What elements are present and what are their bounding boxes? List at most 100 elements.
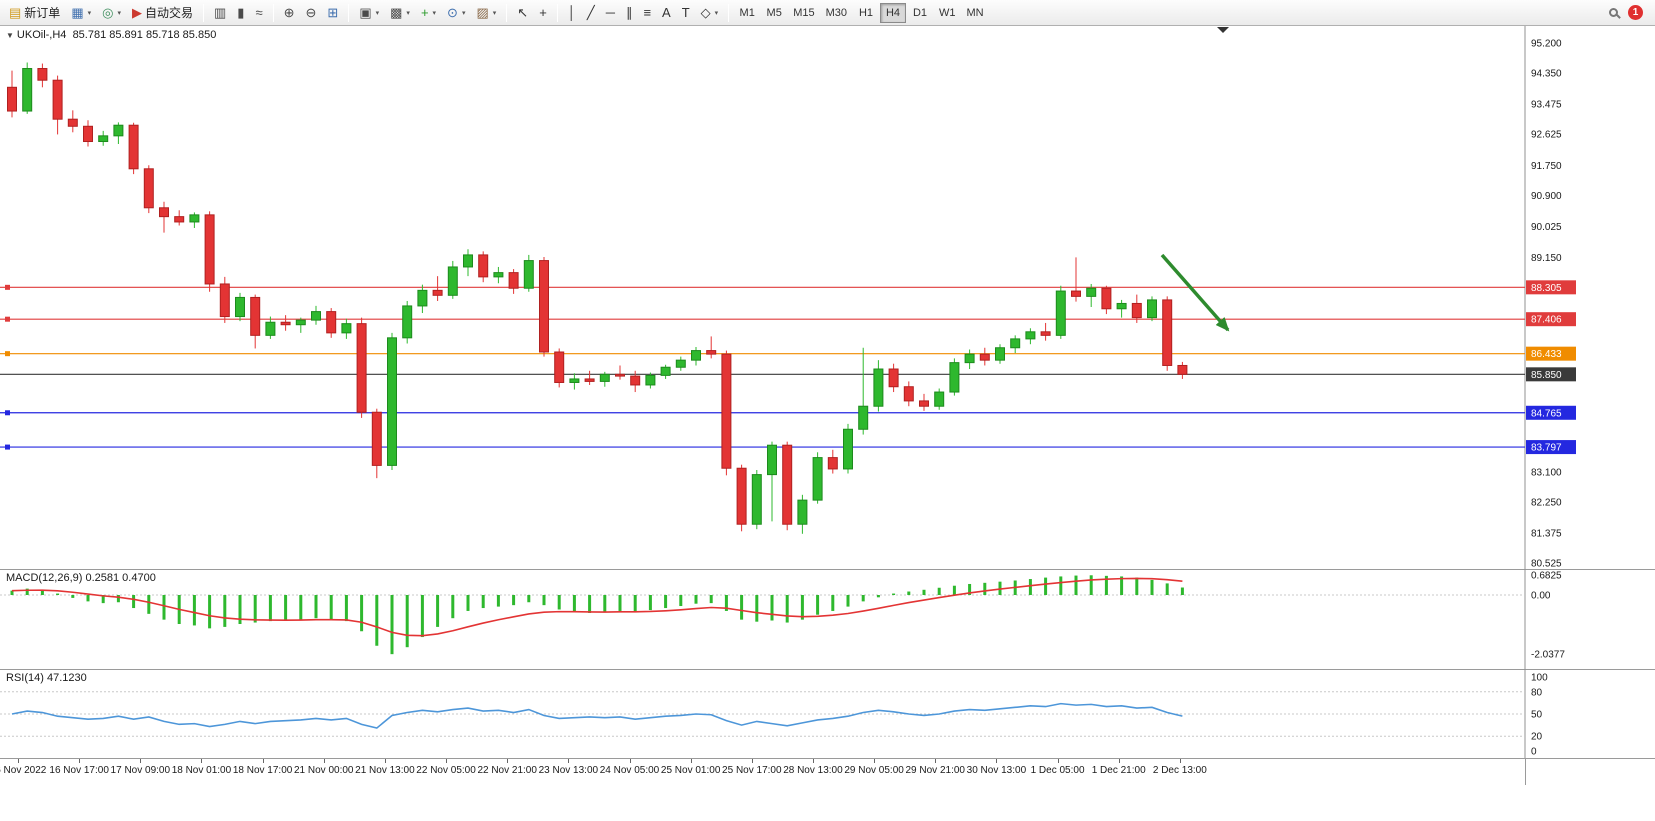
scroll-marker-icon[interactable]	[1217, 27, 1229, 33]
chevron-down-icon: ▾	[714, 9, 719, 17]
periods-button[interactable]: ⊙ ▾	[442, 2, 470, 24]
timeframe-h4[interactable]: H4	[880, 2, 906, 23]
time-tick	[201, 759, 203, 763]
time-tick	[629, 759, 631, 763]
zoom-in-button[interactable]: ⊕	[279, 2, 300, 24]
tile-windows-button[interactable]: ⊞	[322, 2, 343, 24]
trendline-icon: ╱	[586, 5, 595, 20]
equidistant-channel-button[interactable]: ∥	[621, 2, 638, 24]
svg-text:80: 80	[1531, 687, 1543, 698]
time-label: 22 Nov 05:00	[416, 765, 476, 776]
zoom-out-button[interactable]: ⊖	[301, 2, 322, 24]
horizontal-line-icon: ─	[605, 5, 615, 20]
rsi-value: 47.1230	[46, 672, 87, 684]
ohlc-values: 85.781 85.891 85.718 85.850	[72, 29, 217, 41]
time-tick	[446, 759, 448, 763]
collapse-chart-icon[interactable]: ▼	[6, 31, 14, 40]
trendline-button[interactable]: ╱	[582, 2, 600, 24]
new-order-icon: ▤	[9, 5, 22, 20]
time-label: 16 Nov 2022	[0, 765, 47, 776]
vertical-line-icon: │	[567, 5, 576, 20]
label-icon: T	[681, 5, 690, 20]
time-label: 29 Nov 21:00	[905, 765, 966, 776]
timeframe-m30[interactable]: M30	[821, 3, 852, 23]
search-icon[interactable]	[1609, 8, 1618, 17]
timeframe-mn[interactable]: MN	[962, 3, 989, 23]
chevron-down-icon: ▾	[492, 9, 497, 17]
horizontal-line-button[interactable]: ─	[601, 2, 620, 24]
templates-button[interactable]: ▨ ▾	[471, 2, 501, 24]
chart-windows-icon: ▦	[71, 5, 84, 20]
svg-text:90.025: 90.025	[1531, 222, 1562, 233]
time-label: 1 Dec 05:00	[1030, 765, 1085, 776]
time-label: 18 Nov 01:00	[171, 765, 232, 776]
svg-text:0.00: 0.00	[1531, 591, 1551, 602]
new-order-button-label: 新订单	[24, 6, 61, 20]
line-chart-type-button[interactable]: ≈	[250, 2, 267, 24]
time-tick	[996, 759, 998, 763]
svg-text:86.433: 86.433	[1531, 349, 1562, 360]
zoom-in-icon: ⊕	[283, 5, 295, 20]
time-tick	[323, 759, 325, 763]
time-label: 29 Nov 05:00	[844, 765, 904, 776]
notification-badge[interactable]: 1	[1628, 5, 1643, 20]
svg-text:0: 0	[1531, 747, 1537, 758]
timeframe-h1[interactable]: H1	[853, 3, 879, 23]
price-axis-ticks: 95.200 94.350 93.475 92.625 91.750 90.900 90.0…	[1531, 39, 1562, 570]
chart-windows-button[interactable]: ▦ ▾	[66, 2, 96, 24]
indicators-button[interactable]: + ▾	[416, 2, 441, 24]
autotrading-button[interactable]: ▶ 自动交易	[127, 2, 198, 24]
macd-panel[interactable]: 0.6825 0.00 -2.0377	[0, 569, 1655, 669]
svg-text:20: 20	[1531, 732, 1543, 743]
arrows-button[interactable]: ◇ ▾	[696, 2, 724, 24]
text-button[interactable]: A	[657, 2, 676, 24]
timeframe-d1[interactable]: D1	[907, 3, 933, 23]
trend-arrow-annotation[interactable]	[1160, 253, 1230, 332]
timeframe-m15[interactable]: M15	[788, 3, 819, 23]
time-label: 1 Dec 21:00	[1091, 765, 1146, 776]
window-layout-button[interactable]: ▩ ▾	[385, 2, 415, 24]
timeframe-w1[interactable]: W1	[934, 3, 961, 23]
cursor-icon: ↖	[517, 5, 529, 20]
svg-text:95.200: 95.200	[1531, 39, 1562, 50]
autotrading-icon: ▶	[131, 5, 142, 20]
svg-text:85.850: 85.850	[1531, 370, 1562, 381]
time-tick	[262, 759, 264, 763]
rsi-panel[interactable]: 100 80 50 20 0	[0, 669, 1655, 758]
cursor-button[interactable]: ↖	[512, 2, 533, 24]
price-chart[interactable]: 95.200 94.350 93.475 92.625 91.750 90.900 90.0…	[0, 26, 1655, 569]
macd-signal-line	[11, 577, 1183, 637]
svg-text:93.475: 93.475	[1531, 100, 1562, 111]
chevron-down-icon: ▾	[117, 9, 121, 17]
macd-name: MACD(12,26,9)	[6, 572, 83, 584]
svg-text:88.305: 88.305	[1531, 283, 1562, 294]
time-tick	[1179, 759, 1181, 763]
rsi-line	[11, 702, 1183, 729]
toolbar-separator	[506, 3, 508, 22]
time-label: 23 Nov 13:00	[538, 765, 599, 776]
new-chart-button[interactable]: ▣ ▾	[354, 2, 384, 24]
svg-text:100: 100	[1531, 673, 1548, 684]
label-button[interactable]: T	[677, 2, 695, 24]
profiles-button[interactable]: ◎ ▾	[97, 2, 126, 24]
profiles-icon: ◎	[102, 5, 114, 20]
toolbar-separator	[556, 3, 558, 22]
bar-chart-type-button[interactable]: ▥	[209, 2, 231, 24]
timeframe-m5[interactable]: M5	[761, 3, 787, 23]
candlestick-chart-type-button[interactable]: ▮	[232, 2, 249, 24]
svg-text:87.406: 87.406	[1531, 315, 1562, 326]
timeframe-m1[interactable]: M1	[734, 3, 760, 23]
chevron-down-icon: ▾	[406, 9, 410, 17]
time-tick	[812, 759, 814, 763]
svg-text:89.150: 89.150	[1531, 253, 1562, 264]
new-order-button[interactable]: ▤ 新订单	[4, 2, 65, 24]
fibonacci-button[interactable]: ≡	[638, 2, 656, 24]
candlestick-chart-type-icon: ▮	[237, 5, 245, 20]
indicators-icon: +	[420, 5, 429, 20]
svg-text:50: 50	[1531, 710, 1543, 721]
vertical-line-button[interactable]: │	[563, 2, 581, 24]
crosshair-button[interactable]: +	[534, 2, 552, 24]
zoom-out-icon: ⊖	[305, 5, 317, 20]
svg-text:91.750: 91.750	[1531, 161, 1562, 172]
